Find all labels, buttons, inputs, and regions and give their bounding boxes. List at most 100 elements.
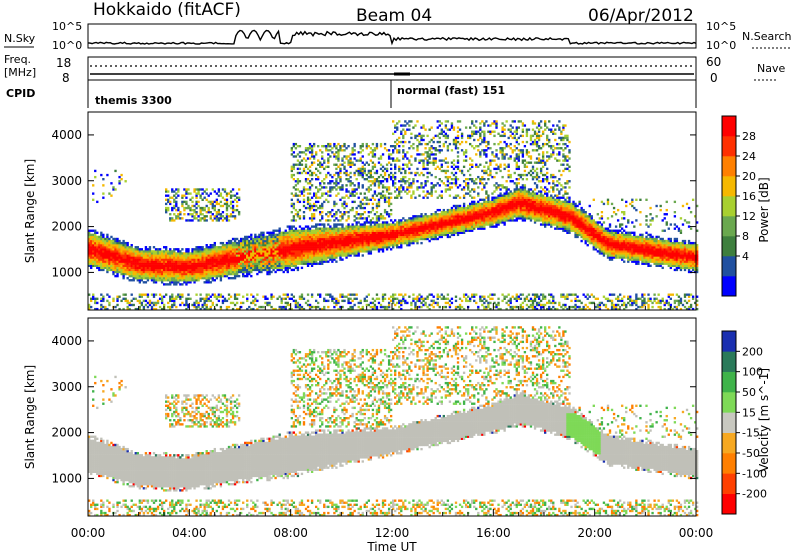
power-cell (100, 299, 103, 303)
power-cell (317, 229, 320, 232)
power-cell (416, 186, 419, 189)
power-cell (341, 196, 344, 199)
power-cell (152, 270, 156, 274)
power-cell (448, 221, 452, 224)
power-cell (221, 299, 225, 303)
power-cell (193, 305, 196, 309)
power-cell (88, 241, 91, 245)
power-cell (367, 246, 371, 249)
power-cell (213, 190, 216, 193)
power-cell (270, 258, 273, 261)
power-cell (274, 260, 277, 263)
power-cell (314, 239, 318, 243)
power-cell (177, 260, 180, 263)
power-cell (387, 223, 391, 226)
power-cell (369, 227, 373, 230)
power-cell (385, 163, 389, 166)
power-cell (148, 299, 152, 303)
power-cell (359, 145, 362, 148)
power-cell (175, 264, 178, 267)
power-cell (357, 159, 360, 162)
power-cell (256, 260, 259, 263)
power-cell (355, 246, 358, 249)
power-cell (229, 248, 233, 251)
power-cell (229, 190, 233, 193)
power-cell (406, 157, 409, 160)
power-cell (116, 272, 119, 276)
power-cell (385, 149, 389, 152)
power-cell (304, 250, 308, 253)
power-cell (92, 295, 95, 298)
power-cell (375, 231, 379, 234)
power-cell (420, 231, 423, 234)
power-cell (333, 246, 336, 249)
power-cell (122, 241, 125, 245)
radar-title: Hokkaido (fitACF) (93, 0, 241, 20)
power-cell (270, 262, 273, 265)
power-cell (148, 250, 152, 253)
power-cell (389, 153, 393, 156)
power-cell (302, 167, 306, 171)
power-cell (195, 268, 198, 272)
power-cell (444, 169, 448, 173)
power-cell (112, 256, 115, 259)
power-cell (187, 274, 190, 278)
power-cell (288, 262, 291, 265)
power-cell (375, 307, 379, 311)
power-cell (288, 244, 291, 247)
power-cell (343, 155, 346, 158)
power-cell (231, 194, 235, 197)
power-cell (264, 237, 267, 241)
power-cell (436, 165, 439, 168)
power-cell (244, 262, 247, 265)
power-cell (341, 215, 344, 218)
nsearch-tick-low: 10^0 (706, 39, 736, 52)
power-cell (456, 206, 460, 210)
power-cell (116, 250, 119, 253)
power-cell (92, 258, 95, 261)
power-cell (319, 171, 322, 175)
power-cell (398, 246, 401, 249)
power-cell (310, 258, 314, 261)
power-cell (130, 264, 133, 267)
power-cell (319, 248, 322, 251)
power-cell (308, 145, 312, 148)
power-cell (108, 260, 111, 263)
power-cell (426, 231, 429, 234)
power-cell (383, 167, 387, 171)
power-cell (288, 229, 291, 232)
power-cell (280, 266, 283, 270)
power-cell (325, 192, 328, 195)
power-cell (126, 299, 129, 303)
power-cell (140, 295, 144, 298)
power-cell (418, 235, 421, 239)
power-cell (272, 266, 275, 270)
power-cell (227, 244, 231, 247)
power-cell (235, 250, 239, 253)
power-cell (193, 260, 196, 263)
power-cell (312, 262, 316, 265)
power-cell (456, 147, 460, 150)
power-cell (428, 307, 431, 311)
power-cell (114, 169, 117, 173)
power-cell (268, 231, 271, 234)
power-cell (177, 190, 180, 193)
power-cell (191, 272, 194, 276)
power-cell (183, 266, 186, 270)
power-cell (114, 270, 117, 274)
power-cell (404, 175, 407, 179)
power-cell (387, 149, 391, 152)
power-cell (306, 254, 310, 257)
power-cell (154, 277, 158, 280)
power-cell (215, 260, 219, 263)
power-cell (270, 231, 273, 234)
power-cell (446, 134, 450, 138)
power-cell (205, 211, 208, 214)
power-cell (387, 229, 391, 232)
power-cell (361, 173, 364, 177)
power-cell (458, 184, 462, 187)
power-cell (256, 293, 259, 296)
power-cell (420, 221, 423, 224)
power-cell (187, 268, 190, 272)
power-cell (343, 196, 346, 199)
